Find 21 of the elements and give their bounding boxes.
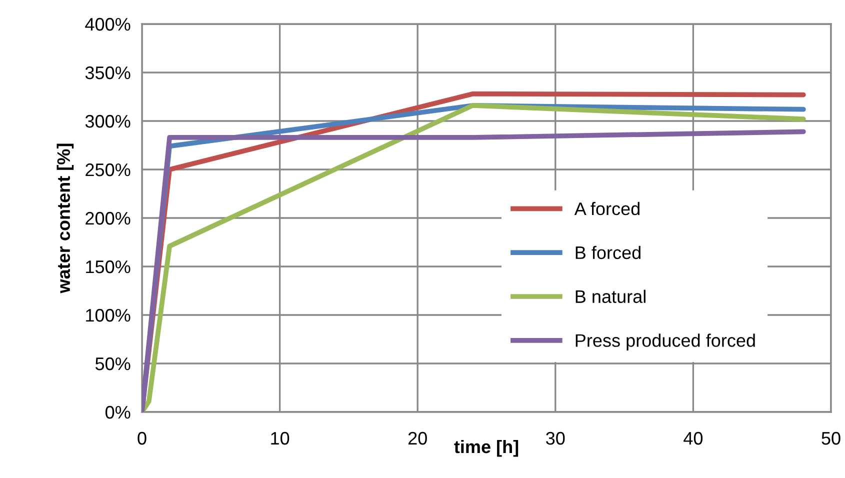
legend-label: A forced	[574, 202, 640, 216]
x-tick-label: 10	[271, 432, 290, 445]
legend-label: B forced	[576, 246, 640, 260]
y-tick-label: 300%	[85, 114, 130, 128]
x-tick-label: 40	[684, 432, 703, 445]
y-tick-label: 350%	[85, 66, 130, 80]
x-tick-label: 30	[546, 432, 565, 445]
y-tick-label: 100%	[86, 308, 130, 322]
x-tick-label: 0	[138, 432, 146, 445]
y-axis-title: water content [%]	[56, 144, 74, 294]
x-tick-label: 50	[822, 432, 840, 445]
legend-label: B natural	[576, 290, 646, 304]
x-tick-label: 20	[408, 432, 427, 445]
y-tick-label: 200%	[86, 212, 130, 225]
y-tick-label: 250%	[86, 163, 130, 176]
y-tick-label: 0%	[106, 406, 130, 419]
y-tick-label: 400%	[85, 18, 130, 31]
x-axis-title: time [h]	[454, 440, 518, 457]
legend-label: Press produced forced	[576, 334, 755, 350]
y-tick-label: 50%	[95, 357, 130, 370]
y-tick-label: 150%	[86, 260, 130, 274]
